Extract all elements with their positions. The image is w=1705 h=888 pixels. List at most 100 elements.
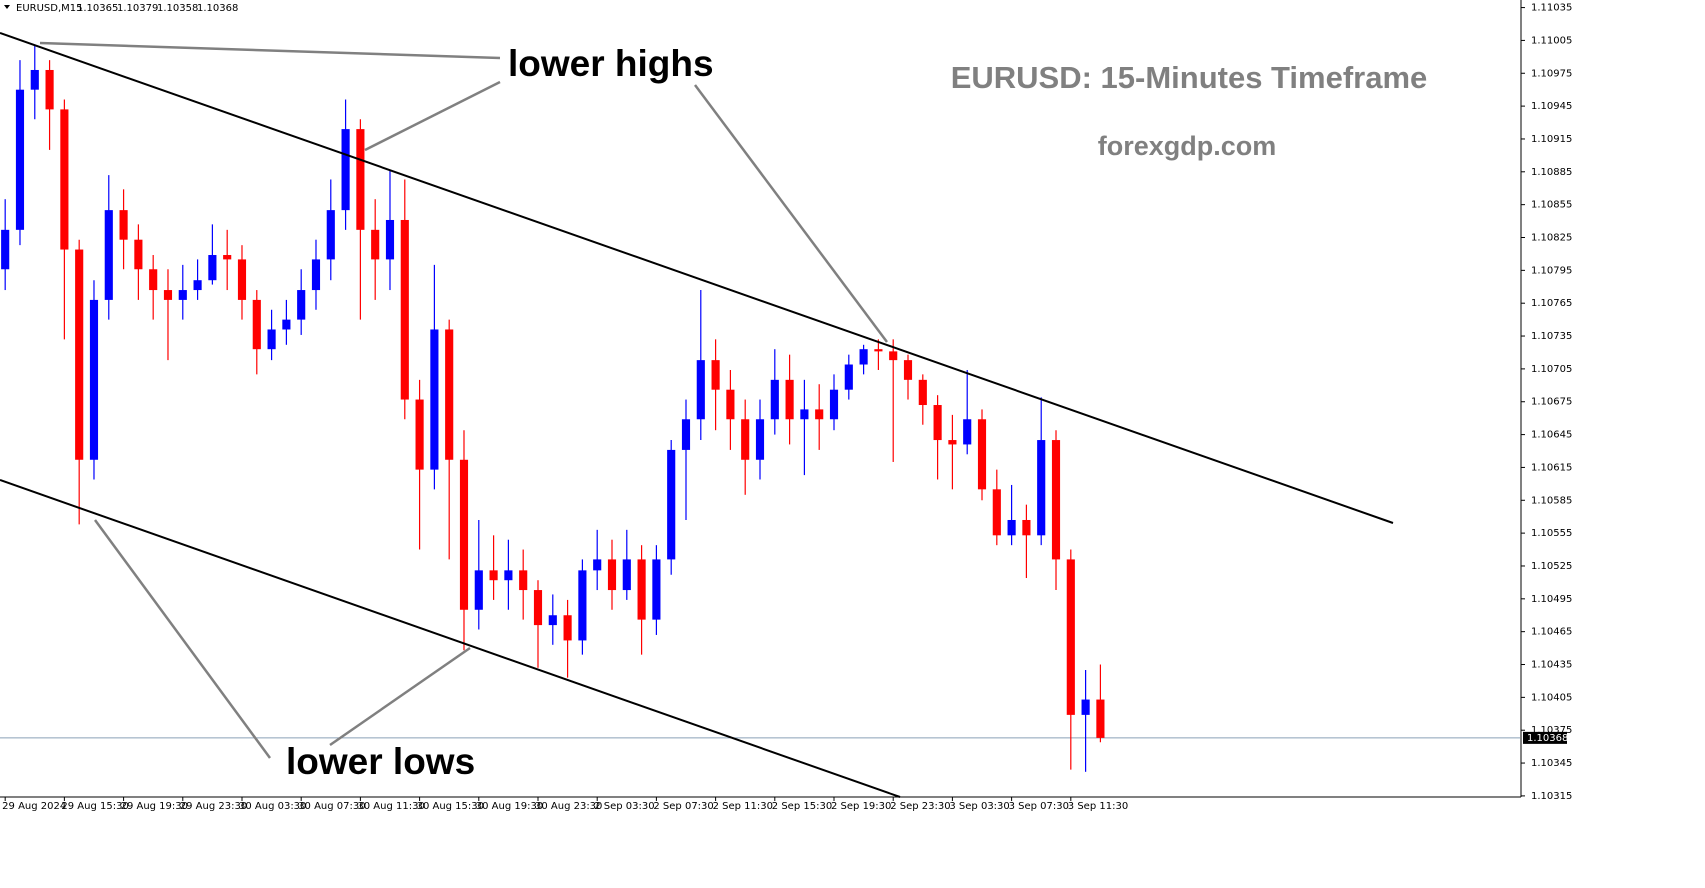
y-tick-label: 1.10885 [1531, 167, 1572, 178]
y-tick-label: 1.10765 [1531, 298, 1572, 309]
candle-body [237, 259, 247, 300]
candle-body [681, 419, 691, 450]
candle-body [15, 89, 25, 230]
pointer-line [329, 646, 471, 747]
y-tick-label: 1.11035 [1531, 3, 1572, 14]
x-tick-label: 29 Aug 15:30 [61, 801, 128, 812]
candle-body [519, 570, 528, 591]
y-tick-label: 1.10855 [1531, 200, 1572, 211]
annotation: lower lows [286, 741, 475, 782]
chart-title: EURUSD: 15-Minutes Timeframe [951, 60, 1428, 95]
candle-body [385, 219, 395, 260]
candle-body [667, 449, 676, 560]
candle-body [134, 239, 143, 270]
candle-body [889, 351, 898, 361]
x-tick-label: 29 Aug 2024 [2, 801, 66, 812]
candle-body [874, 349, 883, 352]
candle-body [977, 419, 987, 490]
pointer-line [93, 519, 272, 759]
y-tick-label: 1.10315 [1531, 791, 1572, 802]
candle-body [1, 229, 10, 270]
candle-body [119, 210, 128, 240]
candle-body [208, 255, 217, 281]
candle-body [178, 290, 187, 300]
candle-body [1096, 699, 1105, 738]
candle-body [326, 210, 335, 260]
plot-area [0, 44, 1520, 772]
pointer-line [364, 80, 501, 152]
candle-body [30, 69, 39, 90]
candle-body [459, 459, 469, 610]
candle-body [445, 329, 454, 460]
annotation: lower highs [508, 43, 714, 84]
symbol-label: EURUSD,M15 [16, 3, 82, 14]
candle-body [533, 590, 543, 626]
header-value: 1.10358 [157, 3, 198, 14]
header-icon [4, 5, 10, 9]
y-tick-label: 1.10375 [1531, 725, 1572, 736]
candle-body [563, 615, 572, 641]
y-tick-label: 1.10585 [1531, 495, 1572, 506]
candle-body [696, 360, 705, 420]
candle-body [163, 290, 173, 300]
y-tick-label: 1.11005 [1531, 35, 1572, 46]
header-value: 1.10379 [117, 3, 158, 14]
candle-body [267, 329, 276, 350]
y-tick-label: 1.10615 [1531, 462, 1572, 473]
y-tick-label: 1.10525 [1531, 561, 1572, 572]
x-tick-label: 30 Aug 07:30 [298, 801, 365, 812]
lower-trendline [0, 479, 901, 798]
candle-body [104, 210, 113, 300]
y-tick-label: 1.10915 [1531, 134, 1572, 145]
y-tick-label: 1.10675 [1531, 397, 1572, 408]
x-tick-label: 3 Sep 07:30 [1009, 801, 1069, 812]
candle-body [637, 559, 646, 620]
candle-body [829, 389, 839, 420]
candle-body [252, 299, 261, 350]
y-tick-label: 1.10435 [1531, 660, 1572, 671]
x-tick-label: 30 Aug 23:30 [535, 801, 602, 812]
current-price-box [1523, 731, 1567, 744]
candle-body [45, 69, 54, 110]
candle-body [311, 259, 321, 291]
candle-body [726, 389, 735, 420]
candle-body [607, 559, 617, 591]
y-tick-label: 1.10345 [1531, 758, 1572, 769]
y-tick-label: 1.10705 [1531, 364, 1572, 375]
candle-body [75, 249, 84, 460]
candle-body [548, 615, 557, 626]
chart-subtitle: forexgdp.com [1098, 131, 1277, 161]
y-tick-label: 1.10495 [1531, 594, 1572, 605]
candle-body [963, 419, 972, 445]
y-tick-label: 1.10825 [1531, 233, 1572, 244]
candle-body [844, 364, 853, 390]
candle-body [371, 229, 380, 260]
candle-body [1051, 440, 1061, 560]
candle-body [400, 219, 409, 400]
candle-body [1007, 519, 1016, 536]
x-tick-label: 2 Sep 19:30 [831, 801, 891, 812]
candle-body [711, 360, 720, 390]
candle-body [504, 570, 513, 581]
candle-body [859, 349, 868, 365]
candle-body [785, 379, 794, 420]
x-tick-label: 2 Sep 15:30 [772, 801, 832, 812]
x-tick-label: 30 Aug 11:30 [357, 801, 424, 812]
candle-body [622, 559, 631, 591]
candle-body [489, 570, 498, 581]
candle-body [415, 399, 424, 470]
candle-body [992, 489, 1001, 536]
y-tick-label: 1.10945 [1531, 101, 1572, 112]
candle-body [903, 360, 913, 380]
y-tick-label: 1.10465 [1531, 627, 1572, 638]
candle-body [815, 409, 824, 420]
y-tick-label: 1.10795 [1531, 265, 1572, 276]
candle-body [578, 570, 587, 641]
candle-body [60, 109, 69, 250]
y-tick-label: 1.10645 [1531, 430, 1572, 441]
candle-body [149, 269, 158, 291]
x-tick-label: 2 Sep 23:30 [890, 801, 950, 812]
